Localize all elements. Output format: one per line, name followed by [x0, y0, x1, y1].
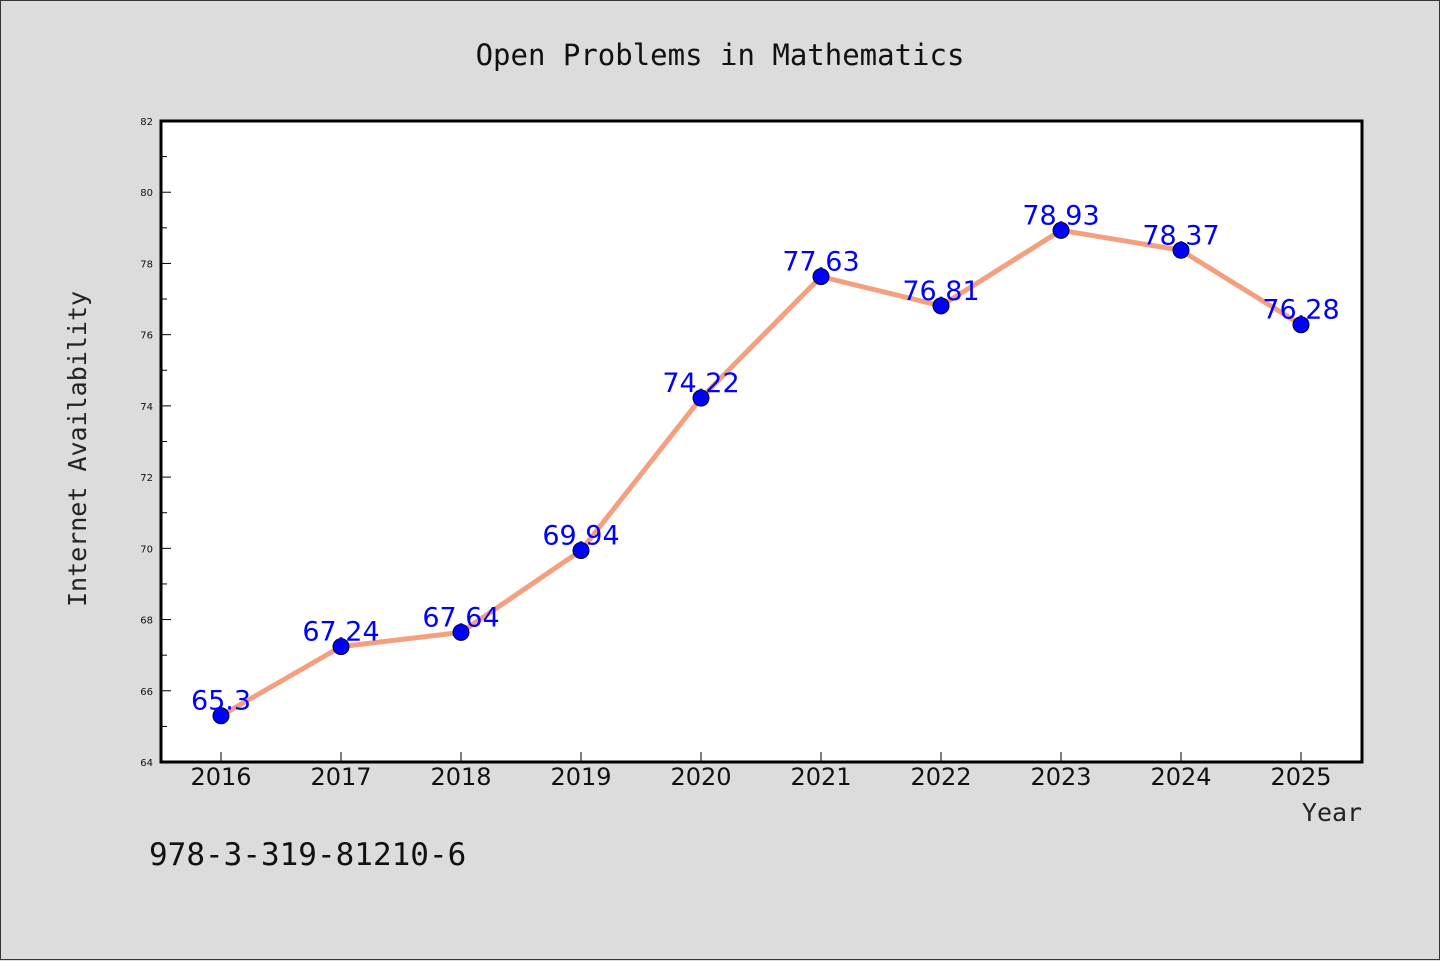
x-axis-label: Year	[1302, 798, 1362, 827]
data-point	[212, 707, 230, 725]
y-axis-label: Internet Availability	[63, 291, 92, 607]
y-axis: 64 66 68 70 72 74 76 78 80 82	[140, 117, 171, 769]
data-point	[1292, 316, 1310, 334]
data-label: 69.94	[542, 520, 619, 551]
data-label: 76.28	[1262, 295, 1339, 326]
data-point	[452, 623, 470, 641]
data-point	[332, 638, 350, 656]
data-point	[1052, 221, 1070, 239]
chart-title: Open Problems in Mathematics	[476, 38, 965, 72]
isbn-code: 978-3-319-81210-6	[149, 837, 466, 873]
series-line-group	[219, 227, 1303, 718]
data-point	[1172, 241, 1190, 259]
x-axis: 2016 2017 2018 2019 2020 2021 2022 2023 2024 2025	[190, 752, 1332, 791]
x-tick-label: 2019	[550, 763, 611, 791]
y-tick-label: 78	[140, 259, 153, 270]
y-tick-label: 66	[140, 687, 153, 698]
data-point	[812, 268, 830, 286]
data-label: 76.81	[902, 276, 979, 307]
data-point	[572, 541, 590, 559]
x-tick-label: 2023	[1030, 763, 1091, 791]
x-tick-label: 2022	[910, 763, 971, 791]
data-point	[692, 389, 710, 407]
x-tick-label: 2018	[430, 763, 491, 791]
y-tick-label: 70	[140, 544, 153, 555]
y-tick-label: 76	[140, 331, 153, 342]
x-tick-label: 2024	[1150, 763, 1211, 791]
x-tick-label: 2021	[790, 763, 851, 791]
plot-area	[161, 121, 1362, 762]
y-tick-label: 68	[140, 616, 153, 627]
data-label: 74.22	[662, 368, 739, 399]
x-tick-label: 2020	[670, 763, 731, 791]
y-tick-label: 74	[140, 402, 153, 413]
y-tick-label: 72	[140, 473, 153, 484]
x-tick-label: 2017	[310, 763, 371, 791]
y-tick-label: 64	[140, 758, 153, 769]
data-point	[932, 297, 950, 315]
data-label: 67.24	[302, 617, 379, 648]
x-tick-label: 2016	[190, 763, 251, 791]
data-label: 78.37	[1142, 220, 1219, 251]
data-label: 65.3	[191, 686, 251, 717]
y-tick-label: 82	[140, 117, 153, 128]
plot-frame	[159, 119, 1364, 764]
series-points-group	[212, 221, 1310, 725]
data-label: 78.93	[1022, 200, 1099, 231]
data-label: 77.63	[782, 247, 859, 278]
y-tick-label: 80	[140, 188, 153, 199]
x-tick-label: 2025	[1270, 763, 1331, 791]
series-line	[219, 227, 1303, 718]
data-labels-group: 65.3 67.24 67.64 69.94 74.22 77.63 76.81 78.93 7…	[191, 200, 1340, 716]
data-label: 67.64	[422, 602, 499, 633]
